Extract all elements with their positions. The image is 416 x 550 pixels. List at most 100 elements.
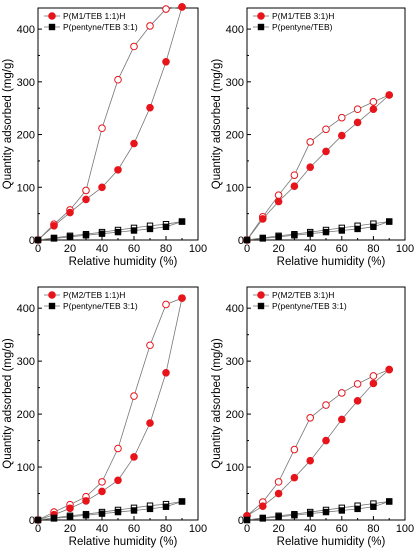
legend-marker xyxy=(257,291,265,299)
series-2 xyxy=(34,498,186,524)
adsorption-point xyxy=(338,507,346,514)
adsorption-line xyxy=(37,298,183,521)
desorption-point xyxy=(98,478,106,486)
adsorption-point xyxy=(259,515,267,522)
adsorption-point xyxy=(178,294,186,302)
desorption-point xyxy=(322,401,330,409)
desorption-point xyxy=(322,125,330,134)
adsorption-point xyxy=(50,515,58,522)
y-tick-label: 100 xyxy=(17,182,35,194)
adsorption-point xyxy=(275,233,282,241)
y-tick-label: 300 xyxy=(226,77,244,89)
adsorption-point xyxy=(98,487,106,496)
adsorption-point xyxy=(146,505,154,513)
x-tick-label: 20 xyxy=(272,523,284,535)
plot-frame xyxy=(37,7,199,241)
plot-frame xyxy=(37,286,199,521)
adsorption-line xyxy=(37,6,183,241)
x-tick-label: 80 xyxy=(160,523,172,535)
y-axis-title: Quantity adsorbed (mg/g) xyxy=(2,59,14,190)
adsorption-point xyxy=(259,502,267,511)
adsorption-point xyxy=(66,233,74,241)
legend-label: P(M2/TEB 3:1)H xyxy=(272,290,334,300)
legend-entry-1: P(M2/TEB 1:1)H xyxy=(44,290,125,300)
x-tick-label: 80 xyxy=(367,523,379,535)
x-tick-label: 60 xyxy=(128,523,140,535)
y-tick-label: 0 xyxy=(238,515,244,527)
adsorption-point xyxy=(322,508,330,516)
desorption-line xyxy=(246,369,390,517)
adsorption-point xyxy=(114,166,122,174)
adsorption-point xyxy=(322,228,330,236)
series-1 xyxy=(34,294,186,524)
adsorption-point xyxy=(162,223,170,231)
adsorption-point xyxy=(98,230,106,237)
adsorption-point xyxy=(114,228,122,236)
desorption-point xyxy=(146,22,154,30)
y-tick-label: 200 xyxy=(17,409,35,421)
adsorption-point xyxy=(130,507,138,514)
adsorption-point xyxy=(130,139,138,148)
adsorption-point xyxy=(338,227,346,234)
panel-3: 0 20 40 60 80 100 0 100 200 300 400 Relative humidi… xyxy=(2,286,207,548)
legend-label: P(pentyne/TEB 3:1) xyxy=(272,301,347,311)
legend-entry-2: P(pentyne/TEB 3:1) xyxy=(253,301,347,311)
adsorption-point xyxy=(114,476,122,485)
adsorption-point xyxy=(178,498,186,505)
adsorption-point xyxy=(243,516,251,524)
legend-entry-2: P(pentyne/TEB 3:1) xyxy=(44,301,138,311)
adsorption-point xyxy=(369,105,378,114)
desorption-point xyxy=(274,191,283,199)
adsorption-point xyxy=(370,223,377,231)
y-tick-label: 300 xyxy=(17,356,35,368)
adsorption-point xyxy=(178,3,186,11)
adsorption-point xyxy=(338,415,346,424)
adsorption-point xyxy=(146,225,154,233)
desorption-point xyxy=(353,380,362,388)
series-1 xyxy=(243,91,394,244)
adsorption-point xyxy=(50,221,58,230)
y-tick-label: 0 xyxy=(29,235,35,247)
y-tick-label: 200 xyxy=(226,130,244,142)
legend-label: P(pentyne/TEB) xyxy=(272,22,333,32)
y-tick-label: 100 xyxy=(226,182,244,194)
legend-label: P(M1/TEB 1:1)H xyxy=(63,11,125,21)
adsorption-point xyxy=(290,182,299,191)
series-1 xyxy=(243,365,394,520)
x-tick-label: 60 xyxy=(128,243,140,255)
y-axis-title: Quantity adsorbed (mg/g) xyxy=(211,59,223,190)
adsorption-point xyxy=(82,512,90,519)
adsorption-point xyxy=(385,91,394,99)
adsorption-point xyxy=(162,503,170,510)
adsorption-point xyxy=(178,218,186,225)
adsorption-line xyxy=(37,501,183,521)
series-2 xyxy=(243,218,393,244)
panel-1: 0 20 40 60 80 100 0 100 200 300 400 Relative humidi… xyxy=(2,3,207,268)
desorption-point xyxy=(114,444,122,453)
adsorption-line xyxy=(246,94,390,241)
desorption-point xyxy=(162,5,170,13)
adsorption-point xyxy=(146,103,154,112)
series-2 xyxy=(34,218,186,244)
x-tick-label: 100 xyxy=(396,523,414,535)
desorption-point xyxy=(338,113,346,122)
desorption-point xyxy=(130,42,138,51)
adsorption-point xyxy=(114,508,122,516)
y-tick-label: 200 xyxy=(17,130,35,142)
y-tick-label: 300 xyxy=(17,77,35,89)
legend-label: P(M1/TEB 3:1)H xyxy=(272,11,334,21)
y-axis-title: Quantity adsorbed (mg/g) xyxy=(211,338,223,469)
desorption-point xyxy=(274,478,283,486)
x-tick-label: 60 xyxy=(336,243,348,255)
x-tick-label: 0 xyxy=(244,243,250,255)
adsorption-point xyxy=(338,131,346,140)
desorption-point xyxy=(369,372,378,380)
adsorption-point xyxy=(66,504,74,513)
x-axis-title: Relative humidity (%) xyxy=(69,536,178,548)
desorption-point xyxy=(290,171,299,179)
adsorption-line xyxy=(37,221,183,241)
adsorption-point xyxy=(82,497,90,505)
desorption-point xyxy=(369,98,378,106)
legend-marker xyxy=(48,291,56,299)
adsorption-point xyxy=(275,513,282,521)
